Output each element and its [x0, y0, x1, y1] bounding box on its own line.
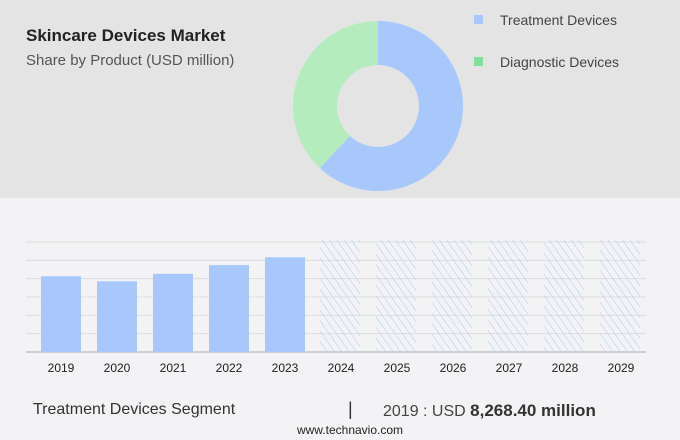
bar-2020	[97, 281, 137, 352]
legend-label: Treatment Devices	[500, 12, 617, 28]
source-url: www.technavio.com	[296, 423, 404, 437]
year-label: 2019 : USD	[383, 403, 471, 420]
legend-item-diagnostic: Diagnostic Devices	[474, 54, 619, 70]
legend-swatch	[474, 57, 483, 66]
segment-label: Treatment Devices Segment	[33, 401, 236, 418]
forecast-bar-2029	[600, 240, 640, 352]
forecast-bar-2024	[320, 240, 360, 352]
forecast-bar-2028	[544, 240, 584, 352]
donut-slice-treatment-devices	[319, 21, 464, 191]
x-tick-label: 2025	[384, 361, 411, 375]
x-tick-label: 2019	[48, 361, 75, 375]
donut-slice-diagnostic-devices	[293, 21, 378, 168]
bar-chart: 2019 2020 2021 2022 2023 2024 2025 2026 2027 2028…	[26, 240, 646, 375]
x-tick-label: 2029	[608, 361, 635, 375]
x-tick-label: 2026	[440, 361, 467, 375]
legend-swatch	[474, 15, 483, 24]
bar-2021	[153, 273, 193, 352]
bar-2023	[265, 257, 305, 352]
x-tick-label: 2022	[216, 361, 243, 375]
donut-chart	[293, 21, 464, 191]
x-tick-label: 2023	[272, 361, 299, 375]
x-tick-label: 2021	[160, 361, 187, 375]
forecast-bar-2026	[432, 240, 472, 352]
bar-2022	[209, 265, 249, 352]
segment-value: 2019 : USD 8,268.40 million	[383, 401, 596, 421]
legend-item-treatment: Treatment Devices	[474, 12, 617, 28]
x-tick-label: 2024	[328, 361, 355, 375]
legend-label: Diagnostic Devices	[500, 54, 620, 70]
forecast-bar-2027	[488, 240, 528, 352]
x-tick-label: 2027	[496, 361, 523, 375]
chart-subtitle: Share by Product (USD million)	[26, 52, 235, 69]
forecast-bar-2025	[376, 240, 416, 352]
x-tick-label: 2020	[104, 361, 131, 375]
x-tick-label: 2028	[552, 361, 579, 375]
value-amount: 8,268.40 million	[470, 401, 596, 420]
bar-2019	[41, 276, 81, 352]
separator: |	[348, 399, 353, 419]
share-panel: Skincare Devices Market Share by Product…	[0, 0, 680, 198]
chart-title: Skincare Devices Market	[26, 26, 226, 45]
